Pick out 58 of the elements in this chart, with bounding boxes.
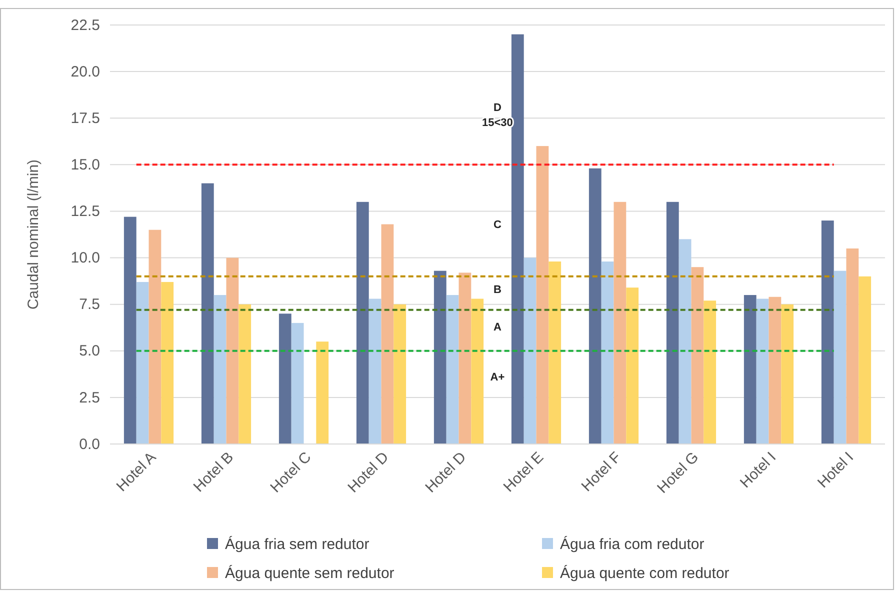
- y-tick-label: 7.5: [79, 296, 100, 314]
- bar: [614, 202, 626, 444]
- legend-label: Água quente com redutor: [560, 564, 730, 582]
- bar: [834, 270, 846, 444]
- bar: [316, 342, 329, 444]
- y-axis-title: Caudal nominal (l/min): [25, 159, 42, 310]
- bar: [278, 314, 292, 444]
- bar: [744, 295, 756, 444]
- bar: [201, 183, 214, 444]
- y-tick-label: 5.0: [79, 342, 100, 360]
- bar: [434, 270, 446, 444]
- bar: [821, 220, 834, 444]
- bar: [524, 258, 536, 444]
- bar: [548, 262, 562, 444]
- bar: [846, 248, 859, 444]
- legend-label: Água quente sem redutor: [225, 564, 394, 582]
- bar: [471, 298, 484, 444]
- bar: [511, 34, 524, 444]
- bar: [368, 298, 382, 444]
- annotation: B: [493, 284, 502, 296]
- bar: [161, 282, 174, 444]
- bar: [536, 146, 549, 444]
- y-tick-label: 12.5: [70, 203, 100, 220]
- bar: [691, 267, 704, 444]
- bar: [858, 276, 872, 444]
- bar: [394, 304, 406, 444]
- bar: [704, 300, 716, 444]
- y-tick-label: 10.0: [70, 250, 100, 267]
- bar: [356, 202, 369, 444]
- y-tick-label: 2.5: [79, 389, 100, 406]
- bar: [381, 224, 394, 444]
- bar: [626, 288, 639, 444]
- bar: [214, 295, 226, 444]
- bar: [768, 296, 782, 444]
- y-tick-label: 20.0: [70, 63, 100, 80]
- bar: [148, 230, 162, 444]
- bar: [124, 216, 136, 444]
- bar: [756, 298, 769, 444]
- bar: [238, 304, 252, 444]
- bar: [666, 202, 679, 444]
- bar: [446, 295, 459, 444]
- bar: [291, 322, 304, 444]
- bar: [601, 262, 614, 444]
- legend-label: Água fria com redutor: [560, 535, 704, 553]
- bar: [458, 272, 472, 444]
- bar: [678, 239, 692, 444]
- legend-label: Água fria sem redutor: [225, 535, 370, 553]
- annotation: C: [493, 218, 502, 231]
- bar: [226, 258, 239, 444]
- bar: [588, 168, 602, 444]
- y-tick-label: 17.5: [70, 110, 100, 127]
- y-tick-label: 22.5: [70, 16, 100, 34]
- annotation: A+: [490, 372, 505, 384]
- annotation: A: [493, 321, 502, 334]
- bar: [781, 304, 794, 444]
- y-tick-label: 15.0: [70, 156, 100, 174]
- y-tick-label: 0.0: [79, 436, 100, 453]
- bar: [136, 282, 149, 444]
